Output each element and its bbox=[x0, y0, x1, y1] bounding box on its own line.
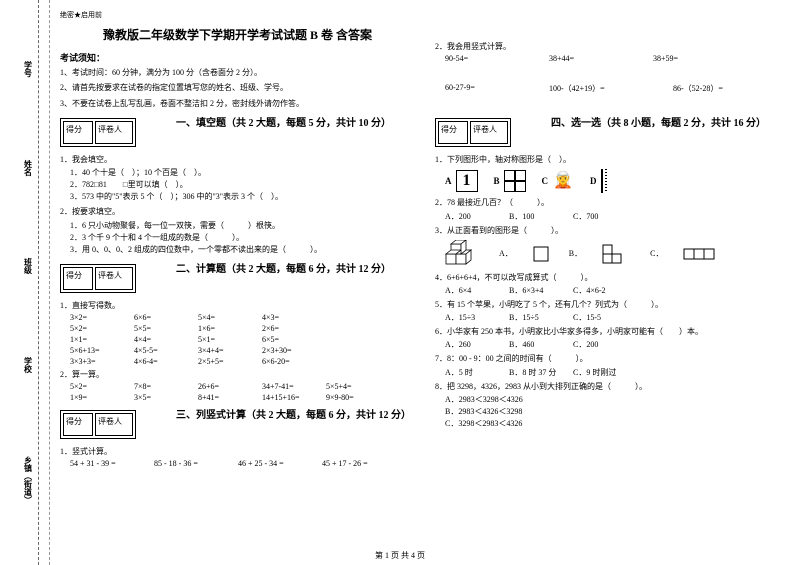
calc-row: 5×2=5×5=1×6=2×6= bbox=[70, 324, 415, 333]
choice-row-1: A 1 B C 🧝 D bbox=[445, 169, 790, 193]
score-col: 得分 bbox=[63, 267, 93, 290]
binding-label: 学校 bbox=[23, 357, 34, 373]
binding-label: 姓名 bbox=[23, 160, 34, 176]
binding-label: 乡镇（街道） bbox=[23, 456, 34, 504]
subq: 3．用 0、0、0、2 组成的四位数中，一个零都不读出来的是（ ）。 bbox=[70, 244, 415, 256]
q-2-2: 2．算一算。 bbox=[60, 369, 415, 380]
score-box: 得分评卷人 bbox=[60, 264, 136, 293]
shape-row: A． B． C． bbox=[445, 240, 790, 268]
q-4-1: 1．下列图形中，轴对称图形是（ ）。 bbox=[435, 154, 790, 165]
binding-label: 班级 bbox=[23, 258, 34, 274]
grader-col: 评卷人 bbox=[95, 121, 133, 144]
q-4-7: 7．8：00 - 9：00 之间的时间有（ ）。 bbox=[435, 353, 790, 364]
seal-dashed-line bbox=[38, 0, 39, 565]
answer-row: A．200B．100C．700 bbox=[445, 211, 790, 222]
elf-icon: 🧝 bbox=[552, 170, 574, 192]
grader-col: 评卷人 bbox=[95, 267, 133, 290]
choice-B: B bbox=[494, 170, 526, 192]
calc-row: 5×6+13=4×5-5=3×4+4=2×3+30= bbox=[70, 346, 415, 355]
section-3-header: 得分评卷人 三、列竖式计算（共 2 大题，每题 6 分，共计 12 分） bbox=[60, 406, 415, 443]
square-icon bbox=[533, 246, 549, 262]
exam-title: 豫教版二年级数学下学期开学考试试题 B 卷 含答案 bbox=[60, 26, 415, 43]
cubes-icon bbox=[445, 240, 479, 268]
notice-line: 3、不要在试卷上乱写乱画，卷面不整洁扣 2 分，密封线外请勿作答。 bbox=[60, 99, 415, 109]
choice-C: C 🧝 bbox=[542, 170, 575, 192]
grader-col: 评卷人 bbox=[95, 413, 133, 436]
calc-row: 3×3+3=4×6-4=2×5+5=6×6-20= bbox=[70, 357, 415, 366]
answer-row: A．5 时B．8 时 37 分C．9 时刚过 bbox=[445, 367, 790, 378]
score-box: 得分评卷人 bbox=[435, 118, 511, 147]
section-1-title: 一、填空题（共 2 大题，每题 5 分，共计 10 分） bbox=[176, 114, 391, 129]
calc-row: 90-54=38+44=38+59= bbox=[445, 54, 790, 63]
column-left: 绝密★启用前 豫教版二年级数学下学期开学考试试题 B 卷 含答案 考试须知： 1… bbox=[60, 10, 415, 545]
answer-opt: C．3298＜2983＜4326 bbox=[445, 418, 790, 430]
score-box: 得分评卷人 bbox=[60, 118, 136, 147]
subq: 1．40 个十是（ ）；10 个百是（ ）。 bbox=[70, 167, 415, 179]
grid-icon bbox=[504, 170, 526, 192]
section-3-title: 三、列竖式计算（共 2 大题，每题 6 分，共计 12 分） bbox=[176, 406, 411, 421]
calc-row: 3×2=6×6=5×4=4×3= bbox=[70, 313, 415, 322]
q-3-2: 2．我会用竖式计算。 bbox=[435, 41, 790, 52]
score-col: 得分 bbox=[63, 121, 93, 144]
section-1-header: 得分评卷人 一、填空题（共 2 大题，每题 5 分，共计 10 分） bbox=[60, 114, 415, 151]
q-1-2: 2．按要求填空。 bbox=[60, 206, 415, 217]
score-col: 得分 bbox=[438, 121, 468, 144]
q-4-4: 4．6+6+6+4，不可以改写成算式（ ）。 bbox=[435, 272, 790, 283]
section-4-header: 得分评卷人 四、选一选（共 8 小题，每题 2 分，共计 16 分） bbox=[435, 114, 790, 151]
row-shape-icon bbox=[683, 248, 719, 260]
calc-row: 1×9=3×5=8+41=14+15+16=9×9-80= bbox=[70, 393, 415, 402]
score-col: 得分 bbox=[63, 413, 93, 436]
answer-row: A．260B．460C．200 bbox=[445, 339, 790, 350]
column-right: 2．我会用竖式计算。 90-54=38+44=38+59= 60-27-9=10… bbox=[435, 10, 790, 545]
subq: 2．3 个千 9 个十和 4 个一组成的数是（ ）。 bbox=[70, 232, 415, 244]
calc-row: 1×1=4×4=5×1=6×5= bbox=[70, 335, 415, 344]
section-4-title: 四、选一选（共 8 小题，每题 2 分，共计 16 分） bbox=[551, 114, 766, 129]
notice-line: 1、考试时间：60 分钟，满分为 100 分（含卷面分 2 分）。 bbox=[60, 68, 415, 78]
binding-margin: 学号 姓名 班级 学校 乡镇（街道） bbox=[0, 0, 50, 565]
choice-A: A 1 bbox=[445, 170, 478, 192]
section-2-header: 得分评卷人 二、计算题（共 2 大题，每题 6 分，共计 12 分） bbox=[60, 260, 415, 297]
score-box: 得分评卷人 bbox=[60, 410, 136, 439]
subq: 3．573 中的"5"表示 5 个（ ）；306 中的"3"表示 3 个（ ）。 bbox=[70, 191, 415, 203]
q-4-3: 3．从正面看到的图形是（ ）。 bbox=[435, 225, 790, 236]
l-shape-icon bbox=[602, 244, 630, 264]
grader-col: 评卷人 bbox=[470, 121, 508, 144]
secret-line: 绝密★启用前 bbox=[60, 10, 415, 20]
subq: 2．782□81 □里可以填（ ）。 bbox=[70, 179, 415, 191]
q-4-5: 5．有 15 个苹果，小明吃了 5 个，还有几个？列式为（ ）。 bbox=[435, 299, 790, 310]
digit-one-icon: 1 bbox=[456, 170, 478, 192]
q-4-2: 2．78 最接近几百？（ ）。 bbox=[435, 197, 790, 208]
q-1-1: 1．我会填空。 bbox=[60, 154, 415, 165]
q-4-8: 8．把 3298，4326，2983 从小到大排列正确的是（ ）。 bbox=[435, 381, 790, 392]
q-3-1: 1．竖式计算。 bbox=[60, 446, 415, 457]
binding-labels: 学号 姓名 班级 学校 乡镇（街道） bbox=[18, 0, 38, 565]
notice-line: 2、请首先按要求在试卷的指定位置填写您的姓名、班级、学号。 bbox=[60, 83, 415, 93]
calc-row: 60-27-9=100-（42+19）=86-（52-28）= bbox=[445, 83, 790, 94]
answer-row: A．6×4B．6×3+4C．4×6-2 bbox=[445, 285, 790, 296]
comb-icon bbox=[601, 169, 609, 193]
page-footer: 第 1 页 共 4 页 bbox=[0, 550, 800, 561]
answer-row: A．15÷3B．15÷5C．15-5 bbox=[445, 312, 790, 323]
q-2-1: 1．直接写得数。 bbox=[60, 300, 415, 311]
calc-row: 54 + 31 - 39 =85 - 18 - 36 =46 + 25 - 34… bbox=[70, 459, 415, 468]
answer-opt: A．2983＜3298＜4326 bbox=[445, 394, 790, 406]
choice-D: D bbox=[590, 169, 609, 193]
notice-heading: 考试须知： bbox=[60, 51, 415, 64]
subq: 1．6 只小动物聚餐，每一位一双筷，需要（ ）根筷。 bbox=[70, 220, 415, 232]
section-2-title: 二、计算题（共 2 大题，每题 6 分，共计 12 分） bbox=[176, 260, 391, 275]
q-4-6: 6．小华家有 250 本书，小明家比小华家多得多，小明家可能有（ ）本。 bbox=[435, 326, 790, 337]
page-content: 绝密★启用前 豫教版二年级数学下学期开学考试试题 B 卷 含答案 考试须知： 1… bbox=[60, 10, 790, 545]
binding-label: 学号 bbox=[23, 61, 34, 77]
answer-opt: B．2983＜4326＜3298 bbox=[445, 406, 790, 418]
calc-row: 5×2=7×8=26+6=34+7-41=5×5+4= bbox=[70, 382, 415, 391]
